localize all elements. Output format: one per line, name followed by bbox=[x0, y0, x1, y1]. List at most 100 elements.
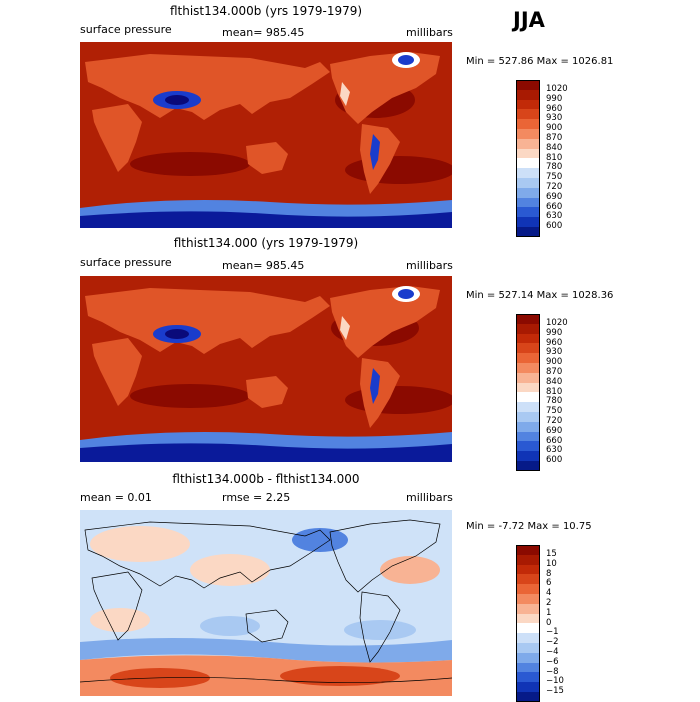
panel1-colorbar-color-cell bbox=[516, 227, 540, 237]
panel3-colorbar-color-cell bbox=[516, 692, 540, 702]
panel3-colorbar-color-cell bbox=[516, 643, 540, 653]
panel2-colorbar-tick-label: 1020 bbox=[546, 317, 568, 328]
panel3-colorbar-color-cell bbox=[516, 662, 540, 673]
panel1-colorbar-tick-label: 870 bbox=[546, 132, 563, 143]
panel3-colorbar-color-cell bbox=[516, 584, 540, 594]
panel2-colorbar-tick-label: 630 bbox=[546, 445, 563, 456]
panel3-colorbar-color-cell bbox=[516, 603, 540, 614]
panel2-colorbar-color-cell bbox=[516, 382, 540, 393]
panel3-colorbar-color-cell bbox=[516, 623, 540, 634]
panel3-colorbar-tick-label: −8 bbox=[546, 666, 559, 677]
panel1-colorbar-color-cell bbox=[516, 129, 540, 139]
panel1-colorbar-color-cell bbox=[516, 217, 540, 227]
panel1-colorbar-tick-label: 780 bbox=[546, 162, 563, 173]
panel1-colorbar-color-cell bbox=[516, 138, 540, 149]
panel1-minmax: Min = 527.86 Max = 1026.81 bbox=[466, 56, 614, 67]
panel1-colorbar-tick-label: 810 bbox=[546, 152, 563, 163]
panel2-colorbar-color-cell bbox=[516, 441, 540, 452]
panel2-colorbar-color-cell bbox=[516, 314, 540, 324]
panel1-colorbar-color-cell bbox=[516, 99, 540, 110]
panel1-colorbar-tick-label: 600 bbox=[546, 221, 563, 232]
panel2-minmax: Min = 527.14 Max = 1028.36 bbox=[466, 290, 614, 301]
panel1-colorbar-color-cell bbox=[516, 158, 540, 169]
panel3-colorbar-tick-label: 15 bbox=[546, 548, 557, 559]
panel1-variable: surface pressure bbox=[80, 23, 172, 36]
panel2-mean: mean= 985.45 bbox=[222, 259, 305, 272]
panel2-colorbar-color-cell bbox=[516, 461, 540, 471]
panel3-colorbar-tick-label: −10 bbox=[546, 676, 564, 687]
panel2-colorbar-tick-label: 900 bbox=[546, 357, 563, 368]
panel3-rmse: rmse = 2.25 bbox=[222, 491, 291, 504]
panel2-colorbar-tick-label: 870 bbox=[546, 366, 563, 377]
panel3-map bbox=[80, 510, 452, 696]
panel3-colorbar-tick-label: −6 bbox=[546, 656, 559, 667]
panel2-colorbar-tick-label: 600 bbox=[546, 455, 563, 466]
panel3-colorbar-tick-label: −2 bbox=[546, 637, 559, 648]
panel3-title: flthist134.000b - flthist134.000 bbox=[172, 472, 360, 486]
panel3-colorbar-color-cell bbox=[516, 672, 540, 683]
panel2-colorbar-color-cell bbox=[516, 372, 540, 383]
panel3-mean: mean = 0.01 bbox=[80, 491, 152, 504]
panel2-colorbar-tick-label: 990 bbox=[546, 327, 563, 338]
panel1-map bbox=[80, 42, 452, 228]
panel2-colorbar-color-cell bbox=[516, 421, 540, 432]
panel2-colorbar-color-cell bbox=[516, 333, 540, 344]
panel3-colorbar-color-cell bbox=[516, 594, 540, 604]
panel3-units: millibars bbox=[406, 491, 453, 504]
panel1-colorbar-color-cell bbox=[516, 148, 540, 159]
panel2-colorbar-color-cell bbox=[516, 363, 540, 373]
panel1-colorbar-tick-label: 900 bbox=[546, 123, 563, 134]
panel3-colorbar-color-cell bbox=[516, 554, 540, 565]
panel2-variable: surface pressure bbox=[80, 256, 172, 269]
panel1-colorbar-tick-label: 1020 bbox=[546, 83, 568, 94]
panel3-colorbar-tick-label: 4 bbox=[546, 588, 552, 599]
panel1-colorbar-color-cell bbox=[516, 89, 540, 100]
panel2-colorbar-tick-label: 720 bbox=[546, 415, 563, 426]
panel1-colorbar-tick-label: 840 bbox=[546, 142, 563, 153]
panel2-units: millibars bbox=[406, 259, 453, 272]
panel3-colorbar-tick-label: −15 bbox=[546, 686, 564, 697]
panel3-colorbar-color-cell bbox=[516, 564, 540, 575]
panel2-map bbox=[80, 276, 452, 462]
panel3-colorbar-color-cell bbox=[516, 652, 540, 663]
panel1-colorbar-tick-label: 960 bbox=[546, 103, 563, 114]
panel2-colorbar-color-cell bbox=[516, 402, 540, 412]
panel1-colorbar-color-cell bbox=[516, 197, 540, 208]
panel1-colorbar-tick-label: 990 bbox=[546, 93, 563, 104]
panel2-colorbar-color-cell bbox=[516, 323, 540, 334]
panel2-colorbar-color-cell bbox=[516, 431, 540, 442]
panel1-units: millibars bbox=[406, 26, 453, 39]
season-label: JJA bbox=[513, 8, 545, 32]
panel2-colorbar-color-cell bbox=[516, 451, 540, 461]
panel2-colorbar-color-cell bbox=[516, 353, 540, 363]
panel2-colorbar-color-cell bbox=[516, 392, 540, 403]
panel3-minmax: Min = -7.72 Max = 10.75 bbox=[466, 521, 592, 532]
panel1-colorbar-tick-label: 660 bbox=[546, 201, 563, 212]
panel2-colorbar-tick-label: 960 bbox=[546, 337, 563, 348]
panel2-colorbar-color-cell bbox=[516, 412, 540, 422]
panel2-colorbar-tick-label: 810 bbox=[546, 386, 563, 397]
panel2-colorbar-tick-label: 840 bbox=[546, 376, 563, 387]
panel3-colorbar-tick-label: 0 bbox=[546, 617, 552, 628]
panel1-colorbar-color-cell bbox=[516, 207, 540, 218]
panel1-colorbar-color-cell bbox=[516, 80, 540, 90]
panel3-colorbar-tick-label: 6 bbox=[546, 578, 552, 589]
panel3-colorbar-color-cell bbox=[516, 633, 540, 643]
panel3-colorbar-color-cell bbox=[516, 545, 540, 555]
panel2-title: flthist134.000 (yrs 1979-1979) bbox=[173, 236, 359, 250]
panel3-colorbar-tick-label: 10 bbox=[546, 558, 557, 569]
panel3-colorbar-tick-label: 8 bbox=[546, 568, 552, 579]
panel3-colorbar-color-cell bbox=[516, 682, 540, 692]
panel1-title: flthist134.000b (yrs 1979-1979) bbox=[169, 4, 363, 18]
panel1-colorbar-color-cell bbox=[516, 119, 540, 129]
panel1-colorbar-tick-label: 690 bbox=[546, 191, 563, 202]
panel2-colorbar-color-cell bbox=[516, 343, 540, 354]
panel2-colorbar-tick-label: 750 bbox=[546, 406, 563, 417]
panel2-colorbar-tick-label: 690 bbox=[546, 425, 563, 436]
panel1-colorbar-tick-label: 750 bbox=[546, 172, 563, 183]
panel2-colorbar-tick-label: 660 bbox=[546, 435, 563, 446]
panel2-colorbar-tick-label: 930 bbox=[546, 347, 563, 358]
panel1-colorbar-color-cell bbox=[516, 168, 540, 178]
panel3-colorbar-tick-label: 1 bbox=[546, 607, 552, 618]
panel1-colorbar-color-cell bbox=[516, 178, 540, 188]
